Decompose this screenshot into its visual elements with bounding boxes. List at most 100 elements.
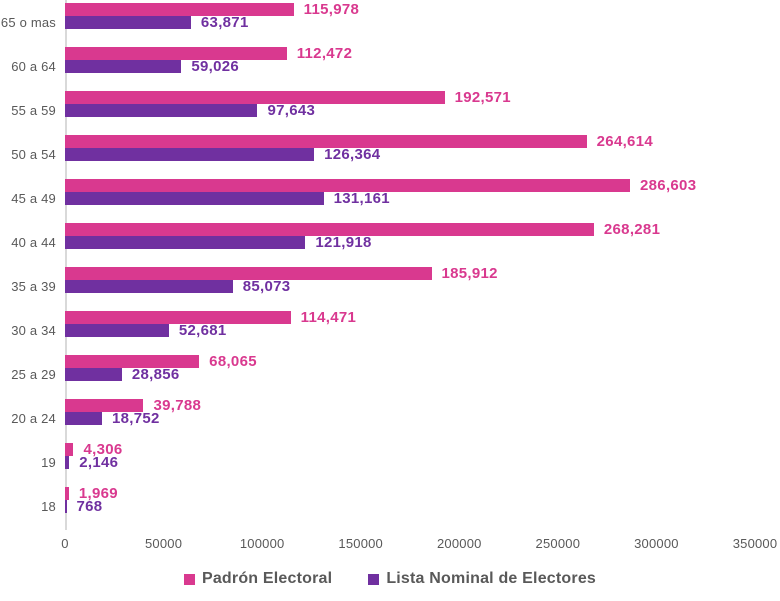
- age-group-row: 55 a 59 192,571 97,643: [0, 88, 755, 132]
- padron-electoral-bar: [65, 487, 69, 500]
- padron-electoral-value-label: 39,788: [153, 397, 202, 414]
- x-axis-tick-label: 150000: [338, 536, 383, 551]
- padron-electoral-bar-line: 1,969: [65, 485, 755, 502]
- lista-nominal-bar: [65, 324, 169, 337]
- category-label: 18: [41, 498, 56, 514]
- padron-electoral-bar: [65, 91, 445, 104]
- lista-nominal-bar: [65, 236, 306, 249]
- padron-electoral-bar-line: 68,065: [65, 353, 755, 370]
- bar-group: 115,978 63,871: [65, 0, 755, 44]
- padron-electoral-bar-line: 286,603: [65, 177, 755, 194]
- legend-item-lista-nominal: Lista Nominal de Electores: [368, 570, 596, 588]
- padron-electoral-bar-line: 268,281: [65, 221, 755, 238]
- age-group-row: 50 a 54 264,614 126,364: [0, 132, 755, 176]
- lista-nominal-bar: [65, 412, 102, 425]
- lista-nominal-bar-line: 18,752: [65, 410, 755, 427]
- lista-nominal-value-label: 131,161: [333, 190, 390, 207]
- age-group-row: 60 a 64 112,472 59,026: [0, 44, 755, 88]
- legend: Padrón Electoral Lista Nominal de Elector…: [0, 570, 780, 588]
- age-group-row: 35 a 39 185,912 85,073: [0, 264, 755, 308]
- lista-nominal-bar: [65, 368, 122, 381]
- age-group-row: 65 o mas 115,978 63,871: [0, 0, 755, 44]
- padron-electoral-bar: [65, 311, 291, 324]
- lista-nominal-value-label: 768: [76, 498, 103, 515]
- bar-group: 264,614 126,364: [65, 132, 755, 176]
- category-label: 40 a 44: [11, 234, 56, 250]
- lista-nominal-bar-line: 121,918: [65, 234, 755, 251]
- legend-label: Padrón Electoral: [201, 570, 333, 587]
- bar-group: 268,281 121,918: [65, 220, 755, 264]
- padron-electoral-value-label: 268,281: [603, 221, 661, 238]
- age-group-row: 45 a 49 286,603 131,161: [0, 176, 755, 220]
- lista-nominal-bar-line: 768: [65, 498, 755, 515]
- padron-electoral-value-label: 4,306: [83, 441, 123, 458]
- lista-nominal-bar: [65, 104, 258, 117]
- padron-electoral-bar-line: 4,306: [65, 441, 755, 458]
- bar-group: 114,471 52,681: [65, 308, 755, 352]
- padron-electoral-bar-line: 264,614: [65, 133, 755, 150]
- x-axis-tick-label: 350000: [732, 536, 778, 551]
- bar-group: 39,788 18,752: [65, 396, 755, 440]
- lista-nominal-value-label: 126,364: [324, 146, 381, 163]
- lista-nominal-value-label: 97,643: [267, 102, 316, 119]
- padron-electoral-bar: [65, 179, 631, 192]
- category-label: 35 a 39: [11, 278, 56, 294]
- lista-nominal-bar-line: 59,026: [65, 58, 755, 75]
- category-label: 20 a 24: [11, 410, 56, 426]
- bar-group: 192,571 97,643: [65, 88, 755, 132]
- age-group-row: 40 a 44 268,281 121,918: [0, 220, 755, 264]
- padron-electoral-value-label: 115,978: [303, 1, 360, 18]
- lista-nominal-value-label: 63,871: [200, 14, 249, 31]
- padron-electoral-value-label: 192,571: [454, 89, 511, 106]
- x-axis-tick-label: 200000: [436, 536, 482, 551]
- category-label: 30 a 34: [11, 322, 56, 338]
- age-group-row: 19 4,306 2,146: [0, 440, 755, 484]
- x-axis-tick-label: 300000: [634, 536, 679, 551]
- lista-nominal-swatch-icon: [368, 573, 380, 585]
- padron-electoral-bar-line: 39,788: [65, 397, 755, 414]
- legend-label: Lista Nominal de Electores: [386, 570, 597, 587]
- padron-electoral-value-label: 264,614: [596, 133, 653, 150]
- y-axis-line: [65, 0, 67, 530]
- lista-nominal-value-label: 2,146: [79, 454, 119, 471]
- padron-electoral-bar: [65, 267, 432, 280]
- age-group-row: 18 1,969 768: [0, 484, 755, 528]
- padron-electoral-value-label: 68,065: [209, 353, 257, 370]
- bar-group: 68,065 28,856: [65, 352, 755, 396]
- padron-electoral-value-label: 112,472: [296, 45, 353, 62]
- lista-nominal-bar-line: 63,871: [65, 14, 755, 31]
- padron-electoral-bar: [65, 3, 294, 16]
- padron-electoral-value-label: 1,969: [78, 485, 118, 502]
- bar-group: 286,603 131,161: [65, 176, 755, 220]
- padron-electoral-value-label: 185,912: [441, 265, 498, 282]
- category-label: 45 a 49: [11, 190, 56, 206]
- category-label: 55 a 59: [11, 102, 56, 118]
- lista-nominal-value-label: 121,918: [315, 234, 372, 251]
- lista-nominal-bar: [65, 192, 324, 205]
- bar-group: 1,969 768: [65, 484, 755, 528]
- lista-nominal-bar: [65, 280, 233, 293]
- padron-electoral-bar: [65, 399, 144, 412]
- padron-electoral-bar: [65, 355, 200, 368]
- bar-group: 112,472 59,026: [65, 44, 755, 88]
- x-axis: 0 50000 100000 150000 200000 250000 300000 3500…: [61, 536, 777, 554]
- padron-electoral-bar: [65, 443, 74, 456]
- lista-nominal-value-label: 28,856: [131, 366, 180, 383]
- bar-group: 4,306 2,146: [65, 440, 755, 484]
- lista-nominal-bar-line: 126,364: [65, 146, 755, 163]
- x-axis-tick-label: 50000: [144, 536, 183, 551]
- lista-nominal-bar-line: 131,161: [65, 190, 755, 207]
- padron-electoral-bar-line: 114,471: [65, 309, 755, 326]
- category-label: 19: [41, 454, 56, 470]
- lista-nominal-bar: [65, 500, 67, 513]
- lista-nominal-bar-line: 2,146: [65, 454, 755, 471]
- padron-electoral-value-label: 286,603: [640, 177, 697, 194]
- lista-nominal-value-label: 52,681: [178, 322, 227, 339]
- lista-nominal-value-label: 59,026: [191, 58, 240, 75]
- x-axis-tick-label: 100000: [239, 536, 285, 551]
- lista-nominal-value-label: 85,073: [242, 278, 291, 295]
- lista-nominal-bar-line: 52,681: [65, 322, 755, 339]
- lista-nominal-bar-line: 97,643: [65, 102, 755, 119]
- padron-electoral-bar-line: 192,571: [65, 89, 755, 106]
